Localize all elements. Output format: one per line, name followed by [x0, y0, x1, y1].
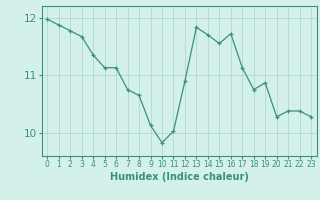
X-axis label: Humidex (Indice chaleur): Humidex (Indice chaleur)	[110, 172, 249, 182]
